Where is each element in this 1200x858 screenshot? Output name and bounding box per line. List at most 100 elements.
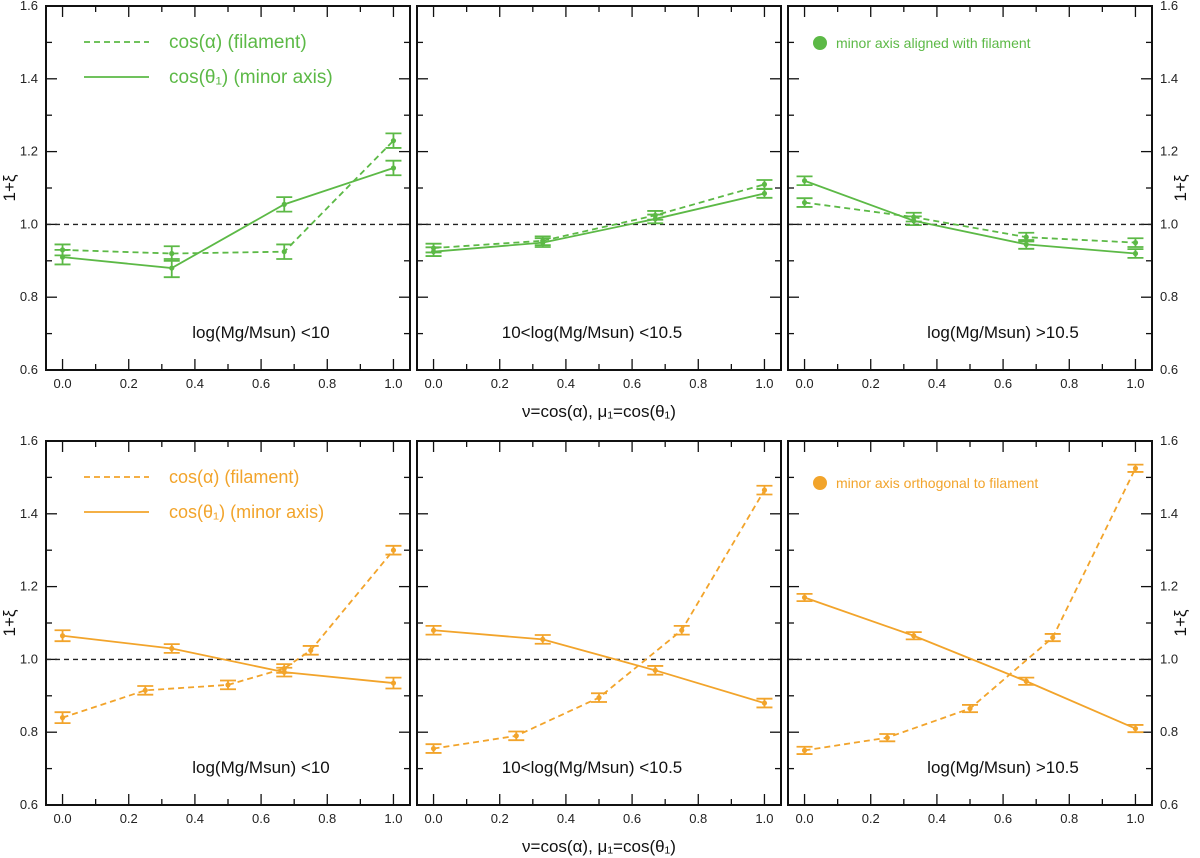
mass-bin-label: 10<log(Mg/Msun) <10.5 (502, 758, 683, 777)
legend-label-filament: cos(α) (filament) (169, 467, 299, 487)
data-point (1132, 465, 1139, 471)
y-tick-label: 0.6 (20, 362, 38, 377)
data-point (59, 254, 66, 260)
data-point (1023, 241, 1029, 248)
data-point (596, 695, 602, 701)
y-tick-label: 0.6 (1160, 362, 1178, 377)
x-tick-label: 0.8 (689, 811, 707, 826)
data-point (430, 249, 437, 255)
data-point (911, 633, 917, 639)
x-tick-label: 0.6 (994, 376, 1012, 391)
panel-frame (787, 440, 1153, 806)
x-tick-label: 0.2 (491, 376, 509, 391)
mass-bin-label: log(Mg/Msun) >10.5 (927, 323, 1079, 342)
data-point (1132, 240, 1139, 246)
data-point (761, 181, 768, 187)
x-tick-label: 0.0 (796, 811, 814, 826)
x-tick-label: 1.0 (1126, 811, 1144, 826)
data-point (652, 216, 658, 222)
series-line-filament (433, 183, 765, 249)
x-tick-label: 0.2 (120, 811, 138, 826)
data-point (801, 199, 808, 206)
x-tick-label: 0.2 (491, 811, 509, 826)
y-tick-label: 1.4 (1160, 71, 1178, 86)
x-tick-label: 0.2 (120, 376, 138, 391)
x-tick-label: 0.8 (318, 811, 336, 826)
data-point (430, 627, 437, 633)
y-tick-label: 1.2 (1160, 144, 1178, 159)
x-tick-label: 0.6 (994, 811, 1012, 826)
mass-bin-label: log(Mg/Msun) <10 (192, 758, 329, 777)
data-point (390, 680, 397, 686)
x-tick-label: 0.4 (557, 811, 575, 826)
data-point (1023, 678, 1029, 684)
panel-frame (416, 5, 782, 371)
data-point (169, 250, 175, 257)
series-line-minor-axis (62, 634, 394, 684)
y-tick-label: 0.8 (20, 724, 38, 739)
panel-1-1: 0.0 0.2 0.4 0.6 0.8 1.0 10<log(Mg/Msun) <10.5 (416, 440, 782, 826)
data-point (884, 735, 890, 741)
series-line-minor-axis (804, 179, 1136, 255)
legend-label-minor-axis: cos(θ₁) (minor axis) (169, 67, 333, 88)
panel-0-0: 0.0 0.2 0.4 0.6 0.8 1.0 0.6 0.8 1.0 1.2 1.4 1.6 log(… (20, 0, 411, 391)
data-point (679, 627, 685, 633)
y-tick-label: 1.2 (20, 144, 38, 159)
x-tick-label: 0.6 (252, 811, 270, 826)
data-point (390, 138, 397, 144)
series-line-minor-axis (433, 629, 765, 704)
data-point (540, 636, 546, 642)
y-tick-label: 1.0 (20, 651, 38, 666)
x-tick-label: 0.4 (928, 376, 946, 391)
x-tick-label: 0.2 (862, 376, 880, 391)
panel-frame (45, 440, 411, 806)
x-tick-label: 0.8 (1060, 811, 1078, 826)
x-tick-label: 0.0 (425, 811, 443, 826)
x-tick-label: 0.8 (318, 376, 336, 391)
y-tick-label: 0.6 (20, 797, 38, 812)
mass-bin-label: log(Mg/Msun) >10.5 (927, 758, 1079, 777)
data-point (169, 645, 175, 652)
legend-label-filament: cos(α) (filament) (169, 32, 307, 53)
x-tick-label: 0.4 (557, 376, 575, 391)
y-tick-label: 0.8 (20, 289, 38, 304)
y-tick-label: 1.0 (1160, 651, 1178, 666)
x-tick-label: 1.0 (384, 811, 402, 826)
y-tick-label: 1.0 (20, 216, 38, 231)
data-point (801, 747, 808, 754)
y-axis-title-top-left: 1+ξ (0, 174, 19, 201)
data-point (911, 218, 917, 224)
panel-1-0: 0.0 0.2 0.4 0.6 0.8 1.0 0.6 0.8 1.0 1.2 1.4 1.6 log(… (20, 433, 411, 826)
panel-0-1: 0.0 0.2 0.4 0.6 0.8 1.0 10<log(Mg/Msun) <10.5 (416, 5, 782, 391)
x-tick-label: 0.6 (623, 811, 641, 826)
y-tick-label: 0.8 (1160, 724, 1178, 739)
y-tick-label: 1.2 (1160, 579, 1178, 594)
x-tick-label: 1.0 (755, 811, 773, 826)
data-point (652, 667, 658, 673)
y-tick-label: 1.0 (1160, 216, 1178, 231)
data-point (1050, 634, 1056, 641)
x-tick-label: 0.4 (186, 811, 204, 826)
y-tick-label: 1.4 (20, 506, 38, 521)
x-tick-label: 0.6 (623, 376, 641, 391)
data-point (308, 647, 314, 653)
data-point (513, 733, 519, 739)
series-line-minor-axis (62, 167, 394, 270)
y-axis-title-top-right: 1+ξ (1171, 174, 1190, 201)
x-tick-label: 0.0 (425, 376, 443, 391)
data-point (761, 700, 768, 706)
x-tick-label: 1.0 (1126, 376, 1144, 391)
data-point (390, 165, 397, 171)
data-point (142, 687, 148, 693)
series-line-filament (804, 201, 1136, 244)
data-point (281, 669, 287, 675)
data-point (281, 201, 287, 207)
x-tick-label: 0.6 (252, 376, 270, 391)
data-point (59, 715, 66, 721)
mass-bin-label: log(Mg/Msun) <10 (192, 323, 329, 342)
y-tick-label: 1.2 (20, 579, 38, 594)
y-tick-label: 1.6 (20, 433, 38, 448)
data-point (390, 547, 397, 553)
data-point (967, 705, 973, 712)
